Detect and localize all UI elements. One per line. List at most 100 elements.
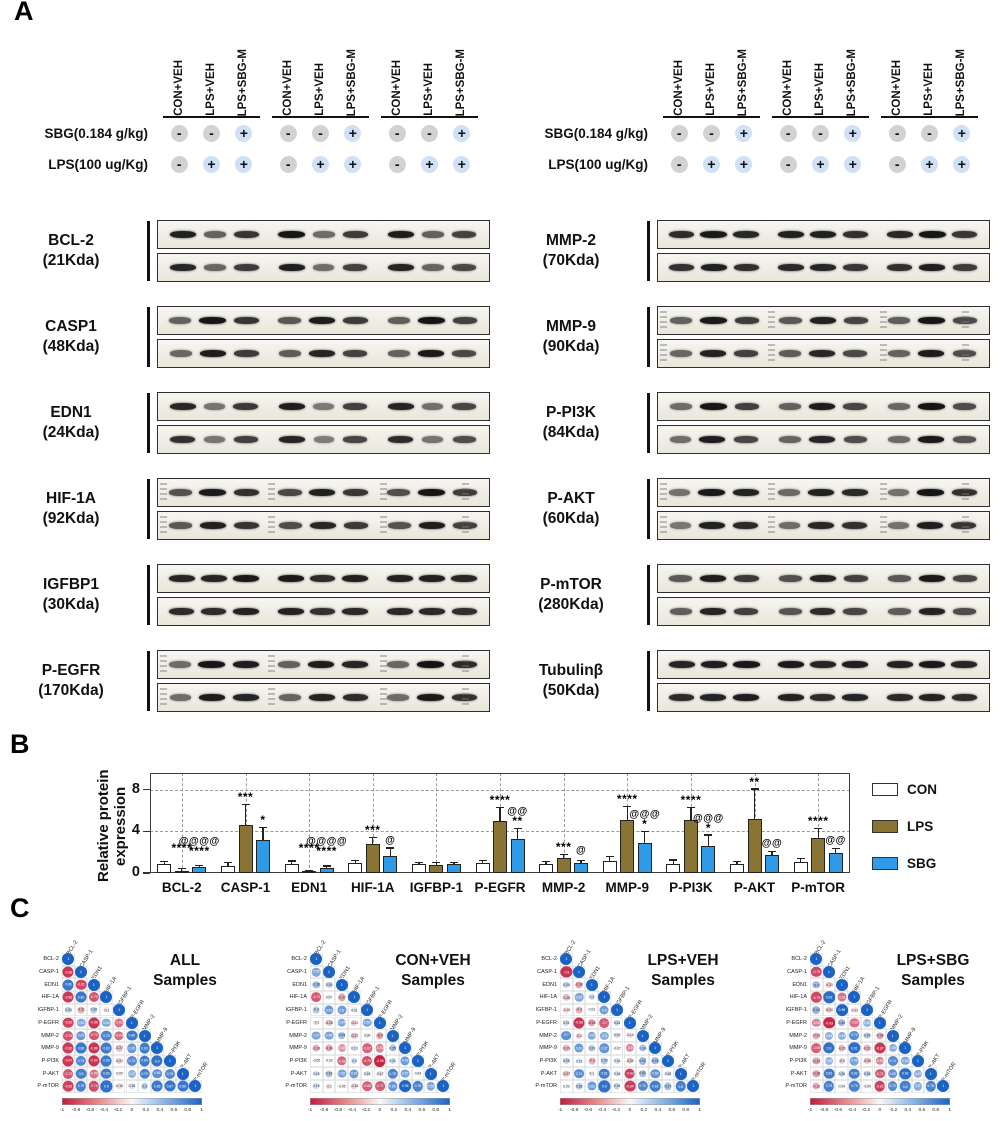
- protein-band: [452, 264, 477, 271]
- blot-strip: [156, 564, 490, 593]
- correlation-circle: 0.41: [651, 1057, 659, 1065]
- correlation-circle: 0.19: [313, 1083, 320, 1090]
- colorbar-tick: -0.6: [333, 1107, 343, 1113]
- correlation-circle: 0.74: [887, 1055, 898, 1066]
- correlation-circle: 0.49: [913, 1069, 922, 1078]
- protein-label: EDN1 (24Kda): [0, 403, 142, 443]
- correlation-circle: -0.61: [837, 992, 847, 1002]
- protein-band: [887, 317, 910, 324]
- correlation-circle: 0.54: [337, 1018, 347, 1028]
- correlation-circle: -0.2: [576, 1032, 582, 1039]
- blot-divider-line: [147, 651, 150, 711]
- dose-group: - - +: [381, 125, 478, 142]
- blot-strips: [156, 564, 490, 626]
- protein-band: [313, 264, 335, 271]
- legend-label: CON: [907, 782, 937, 797]
- significance-sbg: @@: [762, 839, 783, 849]
- error-bar-cap: [224, 861, 232, 864]
- protein-kda: (48Kda): [42, 338, 100, 355]
- protein-band: [843, 264, 869, 271]
- error-bar: [325, 866, 328, 869]
- correlation-circle: 0.65: [387, 1081, 398, 1091]
- bar-lps: [747, 818, 762, 873]
- correlation-circle: -0.38: [875, 1031, 884, 1040]
- lane-header: CON+VEH LPS+VEH LPS+SBG-M CON+VEH LPS+VEH LPS…: [500, 8, 1000, 180]
- panel-c: C ALL Samples BCL-2 BCL-2 1 CASP-1 CASP-1 -0.88…: [0, 893, 1000, 1121]
- bar-sbg: [383, 856, 398, 873]
- correlation-circle: -0.26: [325, 1019, 333, 1027]
- protein-band: [951, 661, 978, 668]
- minus-circle: -: [888, 125, 906, 142]
- significance-sbg: *: [260, 814, 265, 826]
- protein-band: [308, 350, 335, 357]
- protein-band: [843, 231, 869, 238]
- protein-band: [342, 694, 368, 701]
- protein-band: [341, 661, 368, 668]
- blot-strips: [656, 392, 990, 454]
- correlation-circle: 0.79: [139, 1068, 150, 1079]
- correlation-circle: -0.52: [812, 1018, 821, 1027]
- protein-band: [887, 403, 910, 410]
- correlation-circle: -0.61: [114, 1018, 124, 1028]
- protein-kda: (70Kda): [542, 252, 600, 269]
- protein-band: [733, 575, 759, 582]
- error-bar: [227, 863, 229, 867]
- error-bar: [817, 829, 819, 839]
- correlation-circle: 1: [873, 1016, 886, 1029]
- correlation-circle: 1: [560, 953, 573, 966]
- correlation-circle: 0.98: [835, 1004, 848, 1016]
- bar-con: [348, 863, 363, 873]
- colorbar-tick: -0.6: [85, 1107, 95, 1113]
- correlation-circle: -0.21: [115, 1057, 123, 1064]
- blot-lane-group: [666, 317, 763, 324]
- protein-band: [777, 231, 804, 238]
- panel-b-label: B: [10, 729, 30, 759]
- correlation-circle: 0.58: [324, 1031, 334, 1040]
- correlation-circle: -0.39: [812, 1069, 821, 1078]
- asterisks: *: [642, 817, 648, 832]
- protein-band: [916, 522, 943, 529]
- matrix-row-label: MMP-9: [289, 1045, 307, 1052]
- correlation-circle: -0.45: [337, 1044, 346, 1053]
- protein-band: [342, 575, 369, 582]
- at-signs: @@: [507, 806, 528, 818]
- protein-band: [421, 231, 444, 238]
- blot-lane-group: [166, 264, 263, 271]
- correlation-matrix-lps-veh: LPS+VEH Samples BCL-2 BCL-2 1 CASP-1 CASP-1 -0.…: [508, 927, 748, 1119]
- minus-circle: -: [388, 156, 406, 173]
- protein-band: [734, 264, 759, 271]
- protein-band: [309, 522, 336, 529]
- correlation-circle: 0.67: [599, 1043, 610, 1053]
- error-bar-cap: [432, 861, 441, 864]
- blot-lane-group: [666, 403, 763, 410]
- colorbar-tick: 0.8: [682, 1107, 690, 1113]
- correlation-circle: 0.03: [588, 1007, 596, 1013]
- protein-band: [843, 575, 868, 582]
- matrix-row-label: EDN1: [792, 981, 807, 988]
- protein-label: BCL-2 (21Kda): [0, 231, 142, 271]
- correlation-circle: -0.96: [373, 1055, 386, 1067]
- blot-strip: [156, 478, 490, 507]
- correlation-circle: -0.71: [374, 1081, 385, 1092]
- protein-band: [233, 608, 259, 615]
- blot-lane-group: [275, 522, 372, 529]
- protein-band: [951, 489, 977, 496]
- correlation-circle: -0.75: [362, 1055, 373, 1066]
- correlation-circle: 0.2: [588, 994, 595, 1001]
- correlation-circle: -0.31: [863, 1044, 871, 1052]
- correlation-circle: -0.78: [88, 1081, 99, 1092]
- correlation-circle: 0.24: [613, 1083, 621, 1090]
- error-bar-cap: [814, 827, 823, 830]
- protein-band: [168, 575, 195, 582]
- matrix-row-label: MMP-9: [539, 1045, 557, 1052]
- correlation-circle: 0.04: [414, 1071, 422, 1077]
- protein-band: [201, 608, 226, 615]
- protein-band: [699, 317, 727, 324]
- blot-row: EDN1 (24Kda): [0, 380, 500, 466]
- correlation-circle: -0.26: [562, 994, 571, 1001]
- correlation-circle: 0.18: [664, 1070, 672, 1077]
- colorbar-tick: 0.4: [654, 1107, 662, 1113]
- correlation-circle: 0.07: [325, 994, 333, 1000]
- asterisks: ****: [489, 793, 511, 808]
- protein-band: [309, 489, 336, 496]
